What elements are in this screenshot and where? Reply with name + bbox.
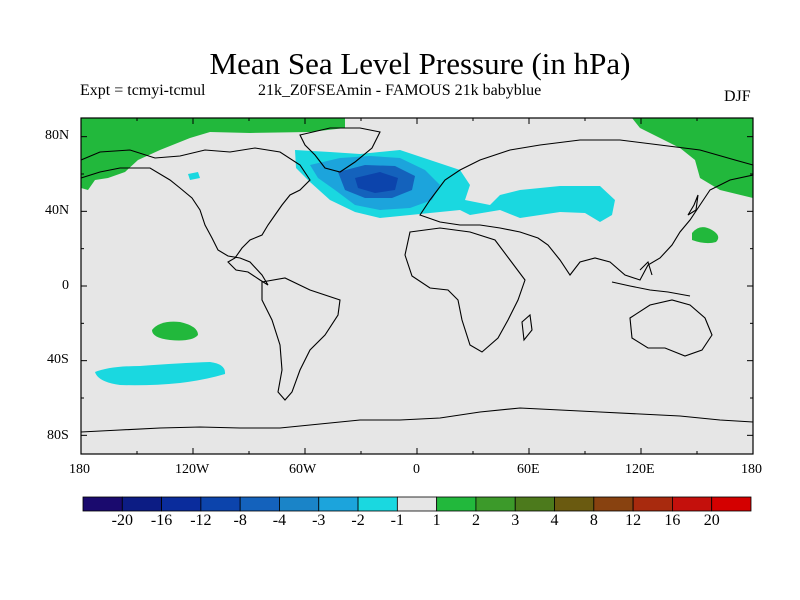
plot-title: Mean Sea Level Pressure (in hPa) [209, 46, 631, 81]
lon-label-120w: 120W [175, 462, 210, 477]
colorbar-swatch [161, 496, 202, 512]
colorbar-label: -4 [272, 512, 287, 529]
colorbar-swatch [239, 496, 280, 512]
lon-label-60w: 60W [289, 462, 317, 477]
colorbar-label: 20 [703, 512, 720, 529]
colorbar-swatch [279, 496, 320, 512]
colorbar-swatch [200, 496, 241, 512]
lat-label-80s: 80S [47, 428, 69, 443]
coast-indonesia [611, 260, 691, 297]
southern-ocean-negative-region [95, 362, 226, 386]
colorbar-swatch [318, 496, 359, 512]
north-pacific-positive-region [692, 227, 719, 244]
colorbar-label: -20 [111, 512, 133, 529]
experiment-label: Expt = tcmyi-tcmul [80, 82, 206, 99]
lat-label-0: 0 [62, 278, 69, 293]
colorbar-swatch [121, 496, 162, 512]
colorbar-swatch [475, 496, 516, 512]
colorbar-swatch [593, 496, 634, 512]
lat-label-40s: 40S [47, 352, 69, 367]
small-negative-patch [188, 172, 200, 180]
lon-label-180e: 180 [741, 462, 762, 477]
season-label: DJF [724, 88, 751, 105]
colorbar-label: 1 [432, 512, 441, 529]
lon-label-180w: 180 [69, 462, 90, 477]
lon-label-120e: 120E [625, 462, 655, 477]
colorbar-label: -8 [233, 512, 247, 529]
colorbar-swatch [554, 496, 595, 512]
colorbar-label: 2 [471, 512, 480, 529]
axis-ticks [80, 118, 754, 454]
south-pacific-positive-region [152, 321, 198, 341]
colorbar-swatch [396, 496, 438, 512]
coast-madagascar [521, 313, 533, 342]
lon-label-0: 0 [413, 462, 420, 477]
colorbar-label: 16 [664, 512, 681, 529]
lat-label-40n: 40N [45, 203, 70, 218]
run-description: 21k_Z0FSEAmin - FAMOUS 21k babyblue [258, 82, 542, 99]
arctic-positive-region [81, 118, 345, 190]
coast-japan [687, 194, 699, 216]
coast-eurasia [419, 139, 754, 281]
colorbar-label: -12 [190, 512, 212, 529]
colorbar [82, 496, 752, 512]
colorbar-swatch [436, 496, 477, 512]
coast-africa [404, 227, 526, 353]
colorbar-label: -3 [312, 512, 326, 529]
positive-anomaly-regions [81, 118, 753, 341]
colorbar-label: 4 [550, 512, 559, 529]
colorbar-label: -16 [150, 512, 173, 529]
lon-label-60e: 60E [517, 462, 540, 477]
colorbar-swatch [357, 496, 398, 512]
coast-australia [629, 299, 713, 357]
colorbar-label: -2 [351, 512, 365, 529]
colorbar-swatch [632, 496, 673, 512]
colorbar-swatch [711, 496, 752, 512]
lat-label-80n: 80N [45, 128, 70, 143]
colorbar-swatch [672, 496, 713, 512]
coast-south-america [261, 277, 341, 401]
colorbar-label: 8 [589, 512, 598, 529]
colorbar-label: 12 [625, 512, 642, 529]
north-atlantic-core-negative [355, 172, 398, 193]
colorbar-swatch [514, 496, 555, 512]
coastlines [80, 127, 754, 433]
coast-north-america [80, 147, 311, 286]
coast-greenland [299, 127, 381, 173]
colorbar-label: 3 [511, 512, 520, 529]
coast-antarctica [80, 407, 754, 433]
colorbar-label: -1 [390, 512, 404, 529]
negative-anomaly-regions [95, 150, 615, 386]
siberia-positive-region [632, 118, 753, 198]
colorbar-swatch [82, 496, 123, 512]
